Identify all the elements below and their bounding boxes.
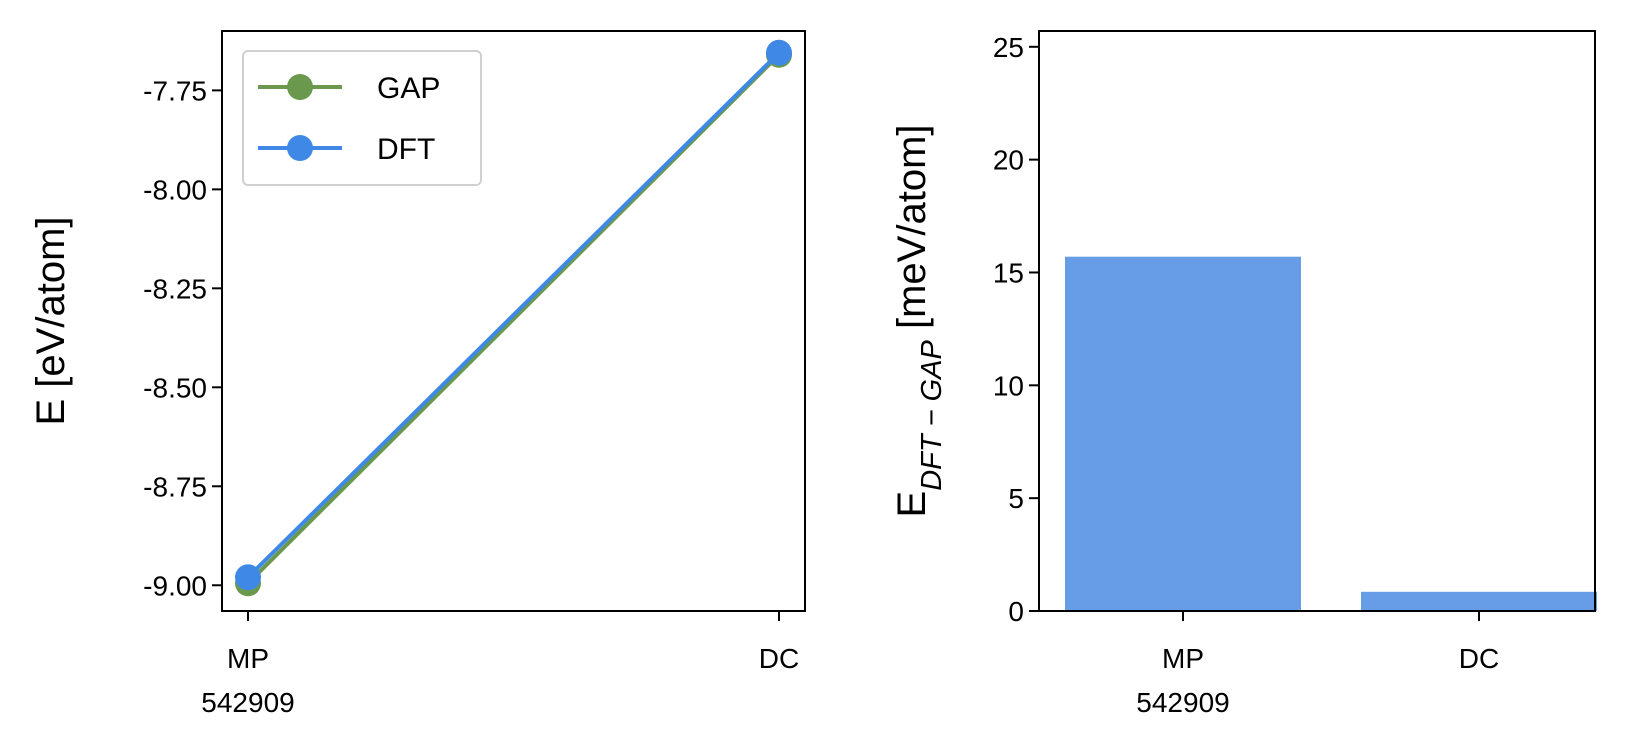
y-tick-label: 5 xyxy=(1008,483,1024,514)
y-tick-label: -8.00 xyxy=(143,174,207,205)
bar-chart-x-ticks: MP 542909 DC xyxy=(1136,611,1499,718)
x-tick-label: MP 542909 xyxy=(1136,643,1229,718)
bar-1 xyxy=(1361,591,1597,611)
point-dft-1 xyxy=(766,39,792,66)
legend-box xyxy=(242,50,482,186)
x-tick-label: MP 542909 xyxy=(201,643,294,718)
line-chart: -9.00 -8.75 -8.50 -8.25 -8.00 -7.75 MP 542909 D… xyxy=(29,30,806,718)
y-tick-label: -9.00 xyxy=(143,570,207,601)
legend-dft-label: DFT xyxy=(377,133,435,166)
point-dft-0 xyxy=(235,564,261,591)
legend: GAP DFT xyxy=(242,50,482,186)
x-tick-label: DC xyxy=(759,643,799,674)
legend-gap-marker xyxy=(287,74,313,100)
line-chart-y-ticks: -9.00 -8.75 -8.50 -8.25 -8.00 -7.75 xyxy=(143,75,222,601)
line-chart-x-ticks: MP 542909 DC xyxy=(201,611,799,718)
line-chart-frame xyxy=(221,30,806,612)
y-tick-label: -8.25 xyxy=(143,273,207,304)
bar-chart-y-label: EDFT − GAP [meV/atom] xyxy=(890,125,948,518)
y-tick-label: 20 xyxy=(993,145,1024,176)
line-chart-marks xyxy=(235,39,792,597)
bar-chart-frame xyxy=(1038,30,1596,612)
y-tick-label: -8.50 xyxy=(143,372,207,403)
series-line-dft xyxy=(246,51,781,579)
bar-chart-y-ticks: 0 5 10 15 20 25 xyxy=(993,32,1039,627)
bar-0 xyxy=(1065,256,1301,611)
line-chart-y-label: E [eV/atom] xyxy=(29,217,73,426)
legend-gap-label: GAP xyxy=(377,72,440,105)
y-tick-label: 0 xyxy=(1008,596,1024,627)
y-tick-label: -8.75 xyxy=(143,471,207,502)
y-tick-label: -7.75 xyxy=(143,75,207,106)
bar-chart-y-label-sub: DFT − GAP xyxy=(916,339,948,490)
bar-chart-marks xyxy=(1065,256,1597,611)
bar-chart: 0 5 10 15 20 25 MP 542909 DC EDFT − GAP [meV/at… xyxy=(890,30,1597,718)
bar-chart-y-label-main: E xyxy=(890,491,934,518)
y-tick-label: 25 xyxy=(993,32,1024,63)
bar-chart-y-label-unit: [meV/atom] xyxy=(890,125,934,341)
legend-dft-marker xyxy=(287,135,313,161)
y-tick-label: 15 xyxy=(993,257,1024,288)
y-tick-label: 10 xyxy=(993,370,1024,401)
x-tick-label: DC xyxy=(1459,643,1499,674)
